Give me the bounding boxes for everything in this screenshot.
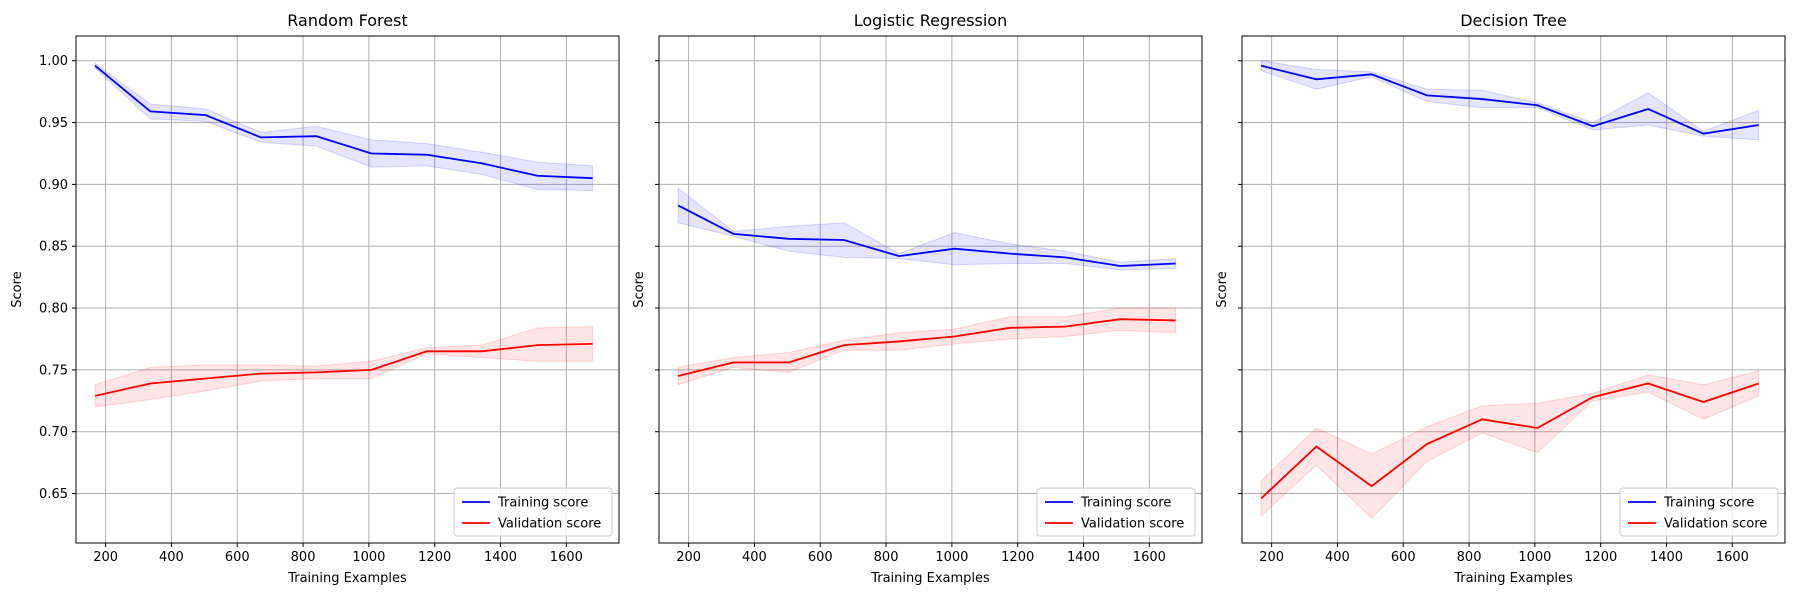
chart-title: Logistic Regression: [854, 11, 1007, 30]
x-tick-label: 1200: [1584, 550, 1617, 565]
x-tick-label: 1600: [550, 550, 583, 565]
series-band-2: [677, 307, 1177, 386]
x-tick-label: 1000: [1518, 550, 1551, 565]
series-line-2: [94, 343, 593, 397]
y-tick-label: 0.65: [39, 487, 68, 502]
x-tick-label: 400: [159, 550, 184, 565]
x-tick-label: 200: [676, 550, 701, 565]
series-band-1: [94, 62, 594, 192]
x-tick-label: 800: [1457, 550, 1482, 565]
legend-entry: Training score: [497, 496, 588, 511]
legend-entry: Validation score: [1081, 517, 1184, 532]
x-tick-label: 800: [874, 550, 899, 565]
x-tick-label: 400: [1325, 550, 1350, 565]
y-tick-label: 0.70: [39, 425, 68, 440]
series-line-2: [1260, 382, 1759, 500]
axes-frame: [658, 35, 1203, 544]
y-axis-label: Score: [10, 271, 25, 307]
legend-entry: Training score: [1080, 496, 1171, 511]
chart-panel-1: Random Forest 200 400 600 800 1000 1200 1400 160…: [10, 11, 620, 586]
legend-box: [453, 487, 613, 537]
axes-frame: [1241, 35, 1786, 544]
y-tick-label: 0.80: [39, 302, 68, 317]
chart-title: Decision Tree: [1460, 11, 1567, 30]
y-axis-label: Score: [1215, 271, 1230, 307]
y-tick-label: 0.90: [39, 178, 68, 193]
series-band-2: [94, 326, 594, 408]
series-band-1: [677, 187, 1177, 271]
x-axis-label: Training Examples: [287, 571, 407, 586]
series-band-1: [1260, 60, 1760, 141]
axes-frame: [75, 35, 620, 544]
series-band-2: [1260, 370, 1760, 519]
chart-panel-3: Decision Tree 200 400 600 800 1000 1200 1400 160…: [1215, 11, 1786, 586]
x-axis-label: Training Examples: [1453, 571, 1573, 586]
x-tick-label: 800: [291, 550, 316, 565]
legend-entry: Training score: [1663, 496, 1754, 511]
x-tick-label: 200: [1259, 550, 1284, 565]
chart-title: Random Forest: [287, 11, 407, 30]
series-line-1: [94, 64, 593, 180]
legend: Training score Validation score: [1036, 487, 1196, 537]
x-tick-label: 1400: [1067, 550, 1100, 565]
x-tick-label: 1600: [1133, 550, 1166, 565]
legend: Training score Validation score: [1619, 487, 1779, 537]
series-line-1: [1260, 64, 1759, 135]
x-tick-label: 1200: [1001, 550, 1034, 565]
series-line-2: [677, 318, 1176, 377]
x-tick-label: 1000: [352, 550, 385, 565]
x-tick-label: 600: [225, 550, 250, 565]
x-tick-label: 1000: [935, 550, 968, 565]
x-tick-label: 400: [742, 550, 767, 565]
legend-entry: Validation score: [1664, 517, 1767, 532]
x-tick-label: 1400: [1650, 550, 1683, 565]
y-tick-label: 0.85: [39, 240, 68, 255]
series-line-1: [677, 204, 1176, 267]
y-tick-label: 0.75: [39, 363, 68, 378]
x-tick-label: 600: [1391, 550, 1416, 565]
legend: Training score Validation score: [453, 487, 613, 537]
legend-box: [1619, 487, 1779, 537]
legend-entry: Validation score: [498, 517, 601, 532]
legend-box: [1036, 487, 1196, 537]
x-tick-label: 600: [808, 550, 833, 565]
chart-panel-2: Logistic Regression 200 400 600 800 1000 1200 1…: [632, 11, 1203, 586]
y-axis-label: Score: [632, 271, 647, 307]
x-axis-label: Training Examples: [870, 571, 990, 586]
y-tick-label: 0.95: [39, 116, 68, 131]
x-tick-label: 1200: [418, 550, 451, 565]
x-tick-label: 200: [93, 550, 118, 565]
x-tick-label: 1600: [1716, 550, 1749, 565]
x-tick-label: 1400: [484, 550, 517, 565]
y-tick-label: 1.00: [39, 54, 68, 69]
